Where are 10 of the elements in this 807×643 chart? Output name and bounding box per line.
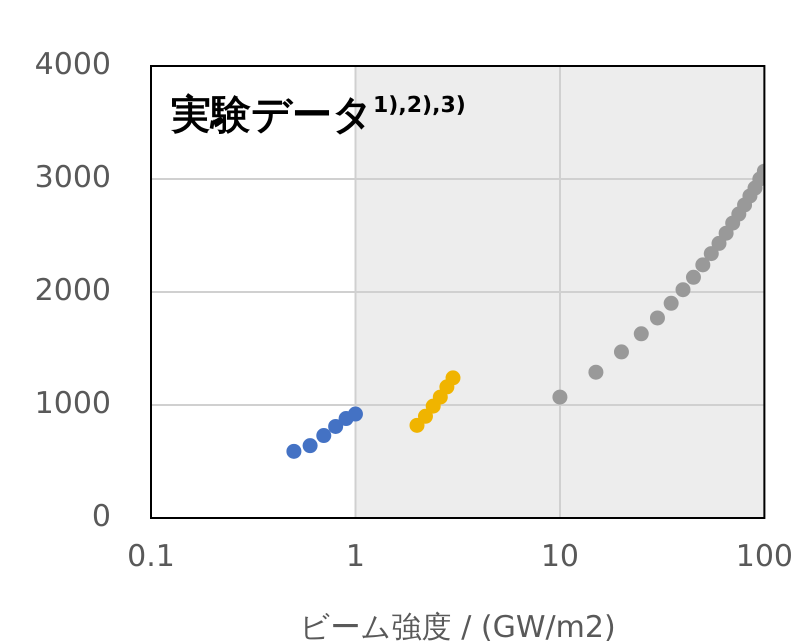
y-tick-label: 1000 bbox=[34, 386, 111, 421]
x-tick-label: 10 bbox=[540, 538, 580, 574]
x-axis-title: ビーム強度 / (GW/m2) bbox=[300, 610, 616, 643]
y-tick-label: 2000 bbox=[34, 272, 111, 308]
x-tick-label: 1 bbox=[346, 538, 366, 574]
y-tick-label: 0 bbox=[92, 498, 111, 534]
x-tick-label: 0.1 bbox=[127, 538, 175, 574]
y-tick-label: 3000 bbox=[34, 160, 111, 195]
y-tick-label: 4000 bbox=[34, 46, 111, 82]
x-tick-label: 100 bbox=[736, 538, 793, 574]
